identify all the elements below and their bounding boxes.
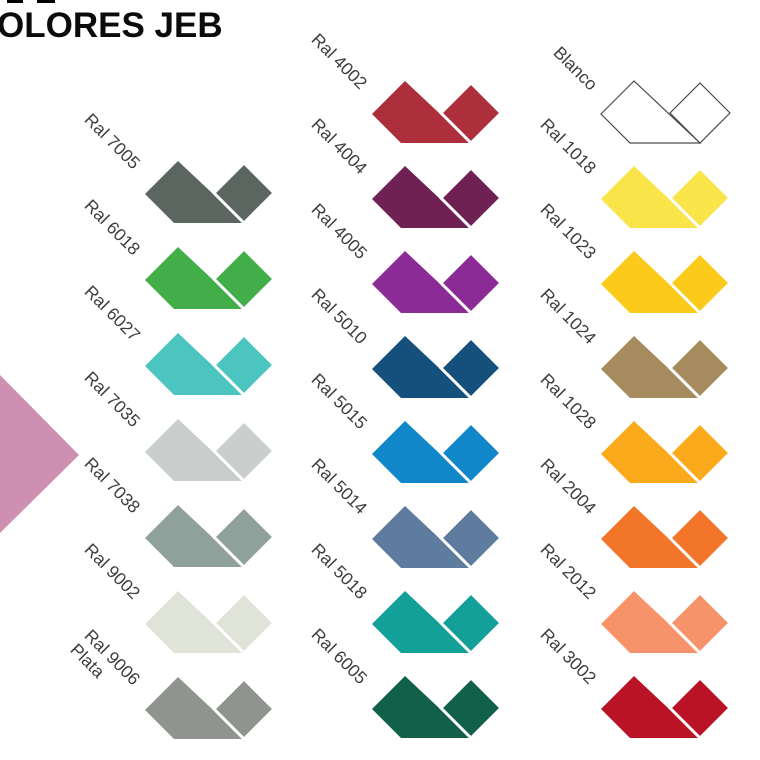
chevron-shape bbox=[601, 165, 732, 231]
swatch-label: Ral 7038 bbox=[80, 453, 145, 517]
chevron-shape bbox=[145, 332, 276, 398]
chevron-shape bbox=[372, 420, 503, 486]
swatch-label: Ral 5018 bbox=[307, 539, 372, 603]
swatch-ral-7035: Ral 7035 bbox=[81, 358, 284, 488]
swatch-ral-1024: Ral 1024 bbox=[537, 275, 740, 405]
chevron-shape bbox=[601, 505, 732, 571]
pink-diamond-decoration bbox=[0, 375, 79, 533]
chevron-shape bbox=[372, 335, 503, 401]
swatch-ral-9002: Ral 9002 bbox=[81, 530, 284, 660]
swatch-ral-5018: Ral 5018 bbox=[308, 530, 511, 660]
swatch-label: Ral 4002 bbox=[307, 29, 372, 93]
swatch-label: Ral 7035 bbox=[80, 367, 145, 431]
chevron-shape bbox=[600, 80, 731, 144]
swatch-label: Ral 1023 bbox=[536, 199, 601, 263]
chevron-shape bbox=[145, 676, 276, 742]
swatch-label: Ral 6005 bbox=[307, 624, 372, 688]
swatch-label: Ral 2004 bbox=[536, 454, 601, 518]
swatch-ral-6027: Ral 6027 bbox=[81, 272, 284, 402]
chevron-shape bbox=[372, 505, 503, 571]
chevron-shape bbox=[145, 504, 276, 570]
swatch-ral-7005: Ral 7005 bbox=[81, 100, 284, 230]
swatch-label: Ral 5014 bbox=[307, 454, 372, 518]
swatch-label: Ral 6027 bbox=[80, 281, 145, 345]
swatch-label: Ral 2012 bbox=[536, 539, 601, 603]
swatch-label-line2: Plata bbox=[66, 639, 110, 682]
chevron-shape bbox=[145, 246, 276, 312]
chevron-shape bbox=[372, 80, 503, 146]
swatch-ral-7038: Ral 7038 bbox=[81, 444, 284, 574]
chevron-shape bbox=[372, 165, 503, 231]
swatch-blanco: Blanco bbox=[540, 20, 740, 150]
chevron-shape bbox=[601, 590, 732, 656]
swatch-ral-1018: Ral 1018 bbox=[537, 105, 740, 235]
swatch-label: Ral 6018 bbox=[80, 195, 145, 259]
chevron-shape bbox=[601, 675, 732, 741]
swatch-label: Ral 9006 bbox=[80, 625, 145, 689]
swatch-label: Ral 1018 bbox=[536, 114, 601, 178]
swatch-ral-4004: Ral 4004 bbox=[308, 105, 511, 235]
swatch-ral-1023: Ral 1023 bbox=[537, 190, 740, 320]
page-title: OLORES JEB bbox=[0, 6, 223, 45]
chevron-shape bbox=[145, 160, 276, 226]
swatch-label: Ral 1024 bbox=[536, 284, 601, 348]
swatch-ral-5010: Ral 5010 bbox=[308, 275, 511, 405]
swatch-label: Ral 4005 bbox=[307, 199, 372, 263]
swatch-ral-5015: Ral 5015 bbox=[308, 360, 511, 490]
swatch-ral-3002: Ral 3002 bbox=[537, 615, 740, 745]
chevron-shape bbox=[372, 250, 503, 316]
chevron-shape bbox=[601, 420, 732, 486]
chevron-shape bbox=[372, 590, 503, 656]
swatch-ral-4002: Ral 4002 bbox=[308, 20, 511, 150]
chevron-shape bbox=[372, 675, 503, 741]
swatch-label: Ral 3002 bbox=[536, 624, 601, 688]
swatch-label: Blanco bbox=[549, 42, 602, 95]
swatch-ral-2012: Ral 2012 bbox=[537, 530, 740, 660]
swatch-ral-4005: Ral 4005 bbox=[308, 190, 511, 320]
swatch-ral-6005: Ral 6005 bbox=[308, 615, 511, 745]
swatch-ral-9006: Ral 9006 Plata bbox=[67, 616, 284, 746]
top-crop-mark-right bbox=[37, 0, 55, 3]
swatch-ral-1028: Ral 1028 bbox=[537, 360, 740, 490]
swatch-ral-5014: Ral 5014 bbox=[308, 445, 511, 575]
chevron-shape bbox=[145, 418, 276, 484]
top-crop-mark-left bbox=[7, 0, 23, 3]
chevron-shape bbox=[601, 335, 732, 401]
swatch-ral-6018: Ral 6018 bbox=[81, 186, 284, 316]
swatch-label: Ral 7005 bbox=[80, 109, 145, 173]
swatch-label: Ral 4004 bbox=[307, 114, 372, 178]
swatch-ral-2004: Ral 2004 bbox=[537, 445, 740, 575]
swatch-label: Ral 9002 bbox=[80, 539, 145, 603]
chevron-shape bbox=[601, 250, 732, 316]
chevron-shape bbox=[145, 590, 276, 656]
swatch-label: Ral 5015 bbox=[307, 369, 372, 433]
swatch-label: Ral 5010 bbox=[307, 284, 372, 348]
swatch-label: Ral 1028 bbox=[536, 369, 601, 433]
